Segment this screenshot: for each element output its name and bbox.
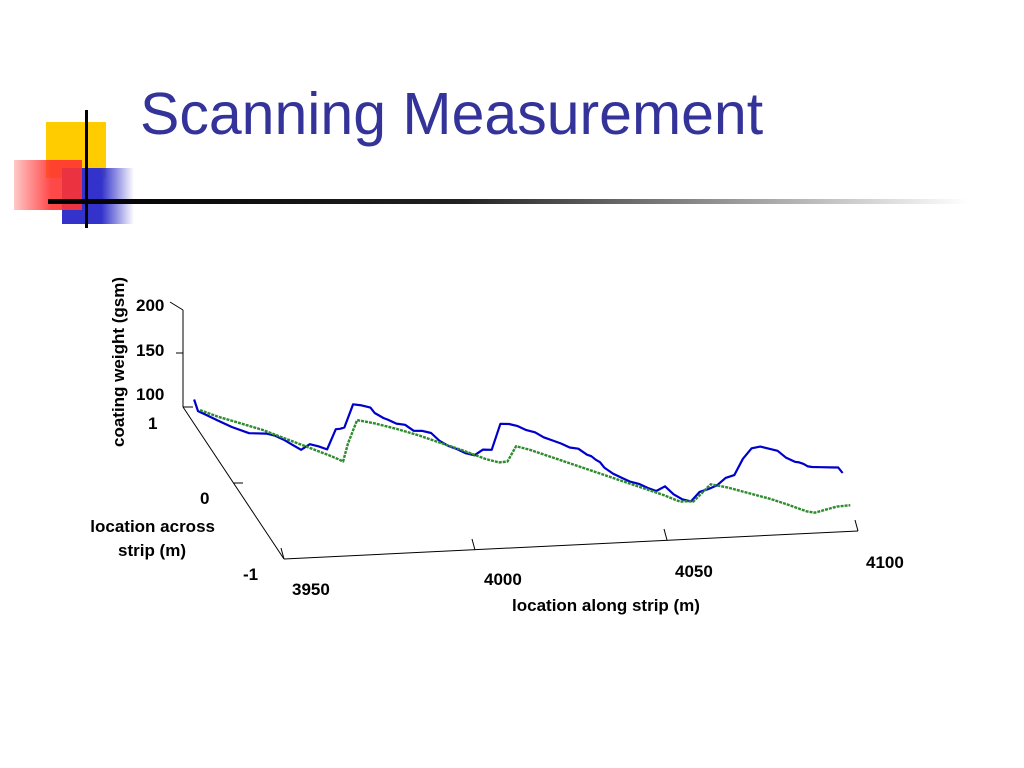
y-tick-label-0: 0 xyxy=(200,489,209,508)
series-line-measured xyxy=(193,399,844,503)
z-tick-label-100: 100 xyxy=(136,385,164,404)
y-axis-label-line-2: strip (m) xyxy=(118,541,186,560)
x-tick-label-4050: 4050 xyxy=(675,562,713,581)
title-underline-rule xyxy=(48,199,968,204)
y-axis-label: location across strip (m) xyxy=(90,517,219,560)
z-axis-back-line xyxy=(169,301,184,311)
y-tick-marks xyxy=(183,406,243,484)
x-tick-mark xyxy=(663,528,668,541)
y-tick-label-1: 1 xyxy=(148,414,157,433)
x-tick-mark xyxy=(854,519,859,532)
x-tick-label-4000: 4000 xyxy=(484,570,522,589)
x-tick-label-4100: 4100 xyxy=(866,553,904,572)
slide-title: Scanning Measurement xyxy=(140,81,764,147)
x-tick-label-3950: 3950 xyxy=(292,580,330,599)
x-tick-mark xyxy=(471,538,476,551)
series-line-fitted xyxy=(199,408,851,514)
z-tick-label-200: 200 xyxy=(136,296,164,315)
deco-vertical-rule xyxy=(85,110,88,228)
series-group xyxy=(193,399,851,514)
z-axis-label: coating weight (gsm) xyxy=(109,277,128,447)
y-axis-label-line-1: location across xyxy=(90,517,215,536)
y-tick-label-minus-1: -1 xyxy=(243,565,258,584)
z-tick-label-150: 150 xyxy=(136,341,164,360)
x-axis-line xyxy=(283,530,859,560)
x-axis-label: location along strip (m) xyxy=(512,596,700,615)
x-tick-mark xyxy=(280,547,285,560)
x-tick-marks xyxy=(280,519,859,560)
